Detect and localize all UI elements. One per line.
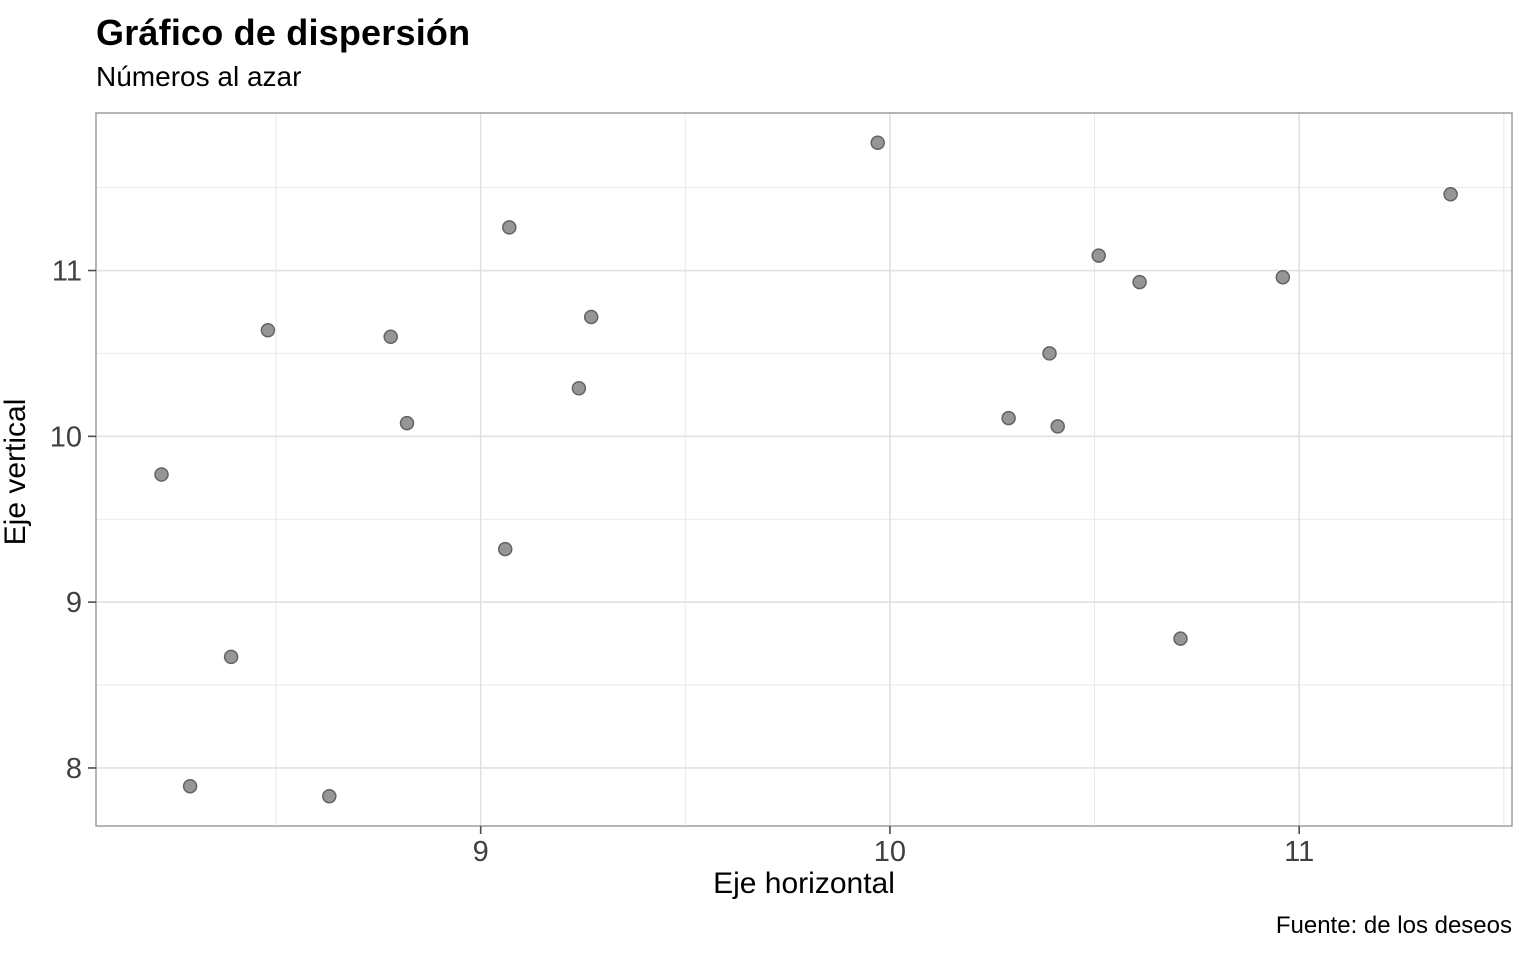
data-point bbox=[1443, 186, 1458, 202]
y-axis-title: Eje vertical bbox=[0, 398, 32, 546]
data-point bbox=[322, 788, 337, 804]
data-point bbox=[383, 329, 398, 345]
data-point bbox=[583, 309, 599, 325]
chart-subtitle: Números al azar bbox=[96, 61, 302, 92]
y-tick-label: 11 bbox=[52, 256, 82, 288]
x-tick-label: 10 bbox=[874, 836, 906, 868]
chart-title: Gráfico de dispersión bbox=[96, 12, 471, 53]
y-tick-label: 8 bbox=[66, 753, 82, 785]
data-point bbox=[1275, 269, 1291, 285]
data-point bbox=[1132, 274, 1147, 290]
data-point bbox=[571, 381, 587, 396]
data-point bbox=[870, 135, 885, 151]
data-point bbox=[260, 322, 276, 338]
panel-background bbox=[96, 113, 1512, 826]
data-point bbox=[497, 541, 513, 557]
y-tick-label: 10 bbox=[50, 421, 82, 453]
data-point bbox=[399, 415, 415, 431]
data-point bbox=[1173, 631, 1188, 646]
x-axis-title: Eje horizontal bbox=[713, 867, 895, 900]
panel-border bbox=[95, 112, 1513, 827]
data-point bbox=[1091, 248, 1106, 263]
x-tick-label: 9 bbox=[473, 836, 489, 868]
data-point bbox=[1042, 346, 1057, 361]
data-point bbox=[154, 467, 169, 482]
y-tick-label: 9 bbox=[66, 587, 82, 619]
chart-caption: Fuente: de los deseos bbox=[1275, 912, 1512, 939]
data-point bbox=[1001, 410, 1016, 426]
x-tick-label: 11 bbox=[1284, 836, 1314, 868]
data-point bbox=[1050, 419, 1065, 434]
data-point bbox=[502, 220, 517, 235]
data-point bbox=[182, 778, 198, 794]
data-point bbox=[223, 649, 239, 665]
